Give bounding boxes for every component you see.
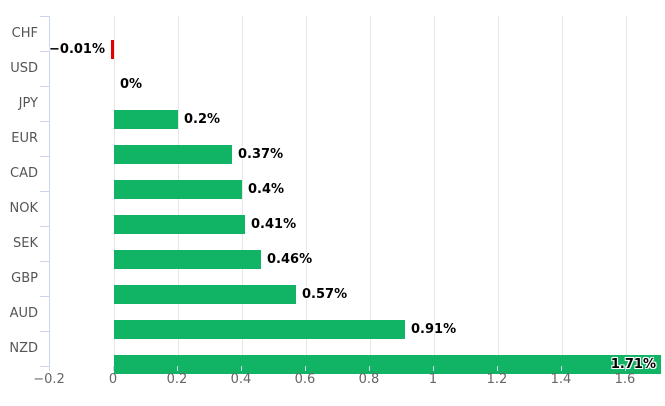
category-axis-tick bbox=[40, 121, 49, 122]
category-label: GBP bbox=[11, 271, 38, 286]
x-axis-tick bbox=[433, 366, 434, 371]
gridline bbox=[562, 16, 563, 366]
bar-nok[interactable] bbox=[114, 215, 245, 234]
category-axis-tick bbox=[40, 51, 49, 52]
x-axis-tick bbox=[177, 366, 178, 371]
category-axis-tick bbox=[40, 296, 49, 297]
category-label: JPY bbox=[18, 96, 38, 111]
gridline bbox=[306, 16, 307, 366]
value-label: 0.41% bbox=[251, 217, 297, 232]
category-axis-tick bbox=[40, 16, 49, 17]
bar-jpy[interactable] bbox=[114, 110, 178, 129]
x-axis-tick bbox=[497, 366, 498, 371]
value-label: 0.2% bbox=[184, 112, 221, 127]
x-axis-tick bbox=[561, 366, 562, 371]
value-label: 0.4% bbox=[248, 182, 285, 197]
category-axis-tick bbox=[40, 331, 49, 332]
value-label: 1.71% bbox=[610, 357, 656, 372]
bar-nzd[interactable] bbox=[114, 355, 661, 374]
category-axis-tick bbox=[40, 366, 49, 367]
x-tick-label: 1.6 bbox=[614, 372, 636, 387]
category-label: NZD bbox=[9, 341, 38, 356]
category-label: EUR bbox=[11, 131, 38, 146]
gridline bbox=[370, 16, 371, 366]
x-axis-tick bbox=[113, 366, 114, 371]
bar-cad[interactable] bbox=[114, 180, 242, 199]
value-label: 0.37% bbox=[238, 147, 284, 162]
x-tick-label: 0 bbox=[108, 372, 118, 387]
value-label: 0.46% bbox=[267, 252, 313, 267]
x-tick-label: 0.6 bbox=[294, 372, 316, 387]
bar-chf[interactable] bbox=[111, 40, 114, 59]
bar-sek[interactable] bbox=[114, 250, 261, 269]
category-label: USD bbox=[10, 61, 38, 76]
value-label: 0.91% bbox=[411, 322, 457, 337]
x-tick-label: 0.2 bbox=[166, 372, 188, 387]
category-label: SEK bbox=[13, 236, 38, 251]
plot-area: −0.01% 0% 0.2% 0.37% 0.4% 0.41% 0.46% 0.57% 0.91… bbox=[49, 16, 665, 374]
gridline bbox=[434, 16, 435, 366]
value-label: 0% bbox=[120, 77, 143, 92]
x-tick-label: 1.4 bbox=[550, 372, 572, 387]
x-tick-label: 0.4 bbox=[230, 372, 252, 387]
category-axis-tick bbox=[40, 86, 49, 87]
category-label: CHF bbox=[11, 26, 38, 41]
gridline bbox=[626, 16, 627, 366]
category-axis-tick bbox=[40, 191, 49, 192]
value-label: 0.57% bbox=[302, 287, 348, 302]
value-label: −0.01% bbox=[49, 42, 105, 57]
x-axis-tick bbox=[369, 366, 370, 371]
x-tick-label: −0.2 bbox=[33, 372, 65, 387]
x-axis-tick bbox=[625, 366, 626, 371]
category-axis-tick bbox=[40, 226, 49, 227]
x-tick-label: 1.2 bbox=[486, 372, 508, 387]
x-tick-label: 1 bbox=[428, 372, 438, 387]
category-label: CAD bbox=[10, 166, 38, 181]
bar-eur[interactable] bbox=[114, 145, 232, 164]
category-label: NOK bbox=[9, 201, 38, 216]
category-label: AUD bbox=[9, 306, 38, 321]
bar-gbp[interactable] bbox=[114, 285, 296, 304]
category-axis-tick bbox=[40, 261, 49, 262]
gridline bbox=[498, 16, 499, 366]
x-axis-tick bbox=[305, 366, 306, 371]
x-axis-tick bbox=[49, 366, 50, 371]
category-axis-tick bbox=[40, 156, 49, 157]
x-tick-label: 0.8 bbox=[358, 372, 380, 387]
bar-aud[interactable] bbox=[114, 320, 405, 339]
gridline bbox=[242, 16, 243, 366]
x-axis-tick bbox=[241, 366, 242, 371]
